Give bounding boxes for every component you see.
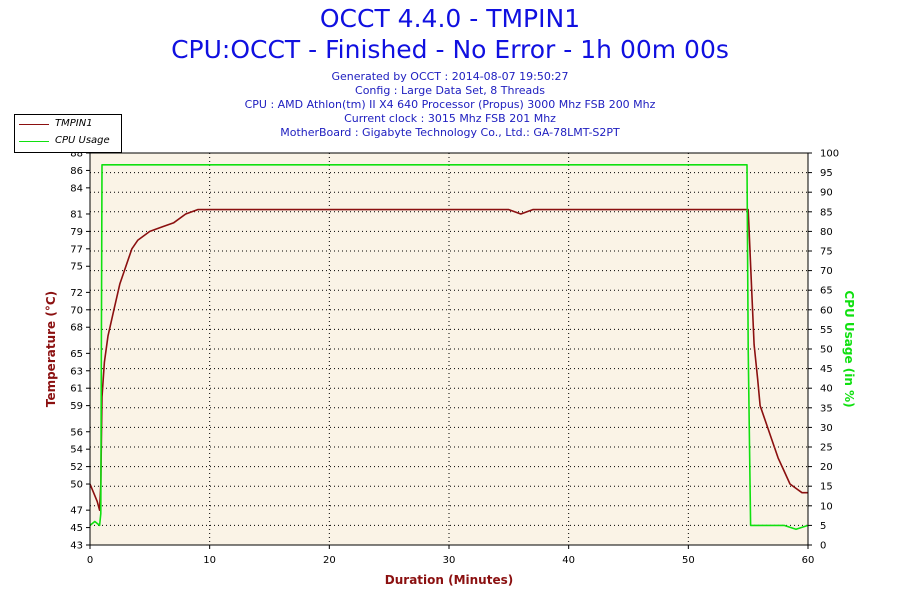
y-tick-label-right: 55 — [820, 325, 833, 336]
y-tick-label-left: 61 — [70, 384, 83, 395]
x-axis: 0 10 20 30 40 50 60 — [87, 545, 815, 566]
y-tick-label-right: 20 — [820, 462, 833, 473]
x-tick-label: 20 — [323, 555, 336, 566]
x-axis-title: Duration (Minutes) — [385, 573, 513, 587]
y-tick-label-right: 95 — [820, 168, 833, 179]
x-tick-label: 60 — [802, 555, 815, 566]
y-tick-label-right: 90 — [820, 188, 833, 199]
y-tick-label-left: 65 — [70, 349, 83, 360]
y-tick-label-left: 75 — [70, 262, 83, 273]
legend-label-tmpin1: TMPIN1 — [55, 118, 93, 129]
y-tick-label-left: 72 — [70, 288, 83, 299]
y-tick-label-right: 5 — [820, 521, 826, 532]
x-tick-label: 40 — [562, 555, 575, 566]
y-tick-label-right: 40 — [820, 384, 833, 395]
info-motherboard: MotherBoard : Gigabyte Technology Co., L… — [280, 126, 620, 139]
y-axis-right: 0 5 10 15 20 25 30 35 40 45 50 55 60 65 70 75 80 85 90 95 10… — [808, 149, 839, 552]
info-config: Config : Large Data Set, 8 Threads — [355, 84, 545, 97]
chart-legend: TMPIN1 CPU Usage — [14, 114, 122, 153]
y-tick-label-right: 30 — [820, 423, 833, 434]
x-tick-label: 10 — [203, 555, 216, 566]
y-tick-label-left: 45 — [70, 523, 83, 534]
y-tick-label-right: 100 — [820, 149, 839, 160]
y-tick-label-right: 25 — [820, 443, 833, 454]
y-tick-label-left: 86 — [70, 166, 83, 177]
y-tick-label-left: 81 — [70, 209, 83, 220]
y-axis-title-right: CPU Usage (in %) — [842, 290, 856, 407]
chart-title: OCCT 4.4.0 - TMPIN1 — [319, 4, 581, 33]
y-tick-label-left: 47 — [70, 506, 83, 517]
y-tick-label-left: 50 — [70, 480, 83, 491]
x-tick-label: 30 — [443, 555, 456, 566]
y-tick-label-right: 65 — [820, 286, 833, 297]
y-tick-label-left: 68 — [70, 323, 83, 334]
y-tick-label-right: 10 — [820, 501, 833, 512]
y-tick-label-right: 70 — [820, 266, 833, 277]
y-tick-label-right: 85 — [820, 207, 833, 218]
y-tick-label-right: 15 — [820, 482, 833, 493]
y-tick-label-left: 84 — [70, 183, 83, 194]
y-tick-label-left: 59 — [70, 401, 83, 412]
grid — [90, 153, 808, 545]
x-tick-label: 0 — [87, 555, 93, 566]
y-tick-label-right: 75 — [820, 247, 833, 258]
y-tick-label-left: 52 — [70, 462, 83, 473]
y-tick-label-left: 43 — [70, 541, 83, 552]
y-tick-label-right: 0 — [820, 541, 826, 552]
y-tick-label-right: 80 — [820, 227, 833, 238]
legend-swatch-tmpin1 — [19, 124, 49, 125]
info-generated: Generated by OCCT : 2014-08-07 19:50:27 — [331, 70, 569, 83]
y-tick-label-right: 35 — [820, 403, 833, 414]
y-tick-label-left: 79 — [70, 227, 83, 238]
legend-label-cpu-usage: CPU Usage — [55, 135, 110, 146]
y-tick-label-left: 56 — [70, 427, 83, 438]
info-cpu: CPU : AMD Athlon(tm) II X4 640 Processor… — [244, 98, 656, 111]
y-tick-label-left: 70 — [70, 305, 83, 316]
series-line-cpu-usage — [89, 164, 809, 531]
y-tick-label-left: 63 — [70, 366, 83, 377]
y-axis-left: 43 45 47 50 52 54 56 59 61 63 65 68 70 72 75 77 79 81 84 86… — [70, 149, 90, 552]
chart-subtitle: CPU:OCCT - Finished - No Error - 1h 00m … — [171, 35, 729, 64]
y-tick-label-left: 88 — [70, 149, 83, 160]
x-tick-label: 50 — [682, 555, 695, 566]
y-tick-label-right: 60 — [820, 305, 833, 316]
y-tick-label-right: 50 — [820, 345, 833, 356]
y-tick-label-right: 45 — [820, 364, 833, 375]
y-tick-label-left: 54 — [70, 445, 83, 456]
legend-swatch-cpu-usage — [19, 141, 49, 142]
y-tick-label-left: 77 — [70, 244, 83, 255]
info-clock: Current clock : 3015 Mhz FSB 201 Mhz — [344, 112, 556, 125]
y-axis-title-left: Temperature (°C) — [44, 291, 58, 407]
series-line-tmpin1 — [89, 208, 808, 512]
